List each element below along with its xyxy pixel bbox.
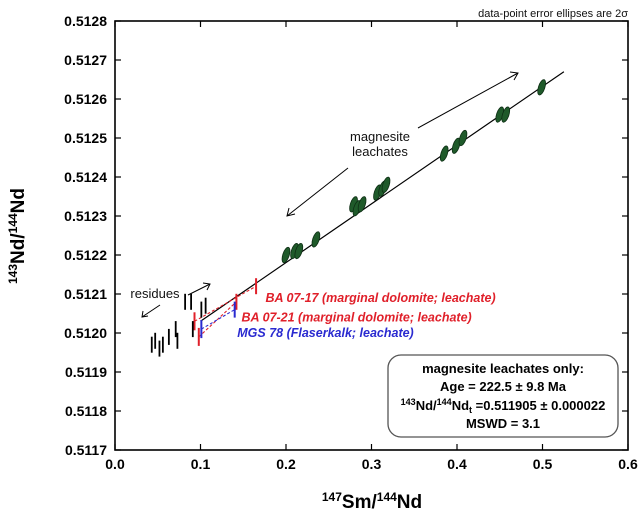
leachate-ellipse xyxy=(458,129,468,147)
leachate-ellipse xyxy=(537,79,546,96)
y-sup-144: 144 xyxy=(6,213,20,233)
leachate-ellipse xyxy=(294,243,304,260)
pair-tie-line xyxy=(201,309,235,330)
arrow-up-leachates xyxy=(417,72,519,129)
annotation-magnesite: magnesite xyxy=(350,129,410,144)
pair-tie-line xyxy=(194,285,257,322)
arrow-down-residues xyxy=(141,304,161,318)
sample-labels: BA 07-17 (marginal dolomite; leachate) BA… xyxy=(237,291,495,340)
y-tick-label: 0.5120 xyxy=(64,325,107,341)
sample-label: MGS 78 (Flaserkalk; leachate) xyxy=(237,326,413,340)
y-axis-title: 143Nd/144Nd xyxy=(6,188,29,284)
leachate-ellipse xyxy=(281,246,291,264)
arrowhead-down-residues xyxy=(141,310,149,318)
x-tick-label: 0.5 xyxy=(533,456,553,472)
isochron-result-box: magnesite leachates only: Age = 222.5 ± … xyxy=(387,354,619,438)
initial-sub-t: t xyxy=(469,405,472,415)
y-tick-label: 0.5128 xyxy=(64,13,107,29)
x-base-sm: Sm/ xyxy=(342,492,378,513)
sample-label: BA 07-17 (marginal dolomite; leachate) xyxy=(265,291,495,305)
arrowhead-up-leachates xyxy=(509,71,519,81)
y-sup-143: 143 xyxy=(6,264,20,284)
y-tick-label: 0.5122 xyxy=(64,247,107,263)
y-tick-label: 0.5125 xyxy=(64,130,107,146)
annotation-arrows xyxy=(141,71,519,318)
result-box-age: Age = 222.5 ± 9.8 Ma xyxy=(440,379,567,394)
arrowhead-up-residues xyxy=(202,282,211,291)
y-tick-label: 0.5127 xyxy=(64,52,107,68)
y-axis-ticks: 0.5117 0.5118 0.5119 0.5120 0.5121 0.5122 0.51… xyxy=(64,13,628,458)
x-tick-label: 0.2 xyxy=(276,456,296,472)
initial-sup-143: 143 xyxy=(401,397,416,407)
x-tick-label: 0.1 xyxy=(191,456,211,472)
x-tick-label: 0.4 xyxy=(447,456,467,472)
y-tick-label: 0.5118 xyxy=(65,403,107,419)
y-tick-label: 0.5117 xyxy=(65,442,107,458)
y-tick-label: 0.5124 xyxy=(64,169,107,185)
x-base-nd: Nd xyxy=(397,492,422,513)
magnesite-leachate-points xyxy=(281,79,546,264)
x-sup-144: 144 xyxy=(377,490,397,504)
result-box-mswd: MSWD = 3.1 xyxy=(466,416,540,431)
pair-tie-line xyxy=(198,301,237,338)
leachate-ellipse xyxy=(357,196,367,213)
initial-base: Nd xyxy=(452,398,469,413)
result-box-initial-ratio: 143Nd/144Ndt =0.511905 ± 0.000022 xyxy=(401,397,606,415)
initial-sup-144: 144 xyxy=(437,397,452,407)
y-base-nd2: Nd xyxy=(8,188,29,213)
y-tick-label: 0.5121 xyxy=(64,286,107,302)
error-ellipse-note: data-point error ellipses are 2σ xyxy=(478,8,628,20)
leachate-ellipse xyxy=(451,137,461,154)
result-box-frame xyxy=(387,354,619,438)
y-tick-label: 0.5119 xyxy=(65,364,107,380)
y-tick-label: 0.5123 xyxy=(64,208,107,224)
leachate-ellipse xyxy=(381,176,391,193)
sample-label: BA 07-21 (marginal dolomite; leachate) xyxy=(242,310,472,324)
arrow-down-leachates xyxy=(286,167,349,217)
arrowhead-down-leachates xyxy=(286,207,296,217)
residue-points xyxy=(150,293,207,357)
leachate-ellipse xyxy=(439,145,449,162)
leachate-ellipse xyxy=(311,231,321,248)
result-box-title: magnesite leachates only: xyxy=(422,361,584,376)
initial-mid: Nd/ xyxy=(416,398,437,413)
annotation-residues: residues xyxy=(130,286,180,301)
pair-tie-lines xyxy=(193,278,258,346)
x-sup-147: 147 xyxy=(322,490,342,504)
x-tick-label: 0.6 xyxy=(618,456,638,472)
annotation-leachates: leachates xyxy=(352,144,408,159)
y-tick-label: 0.5126 xyxy=(64,91,107,107)
initial-value: =0.511905 ± 0.000022 xyxy=(472,398,605,413)
y-base-nd: Nd/ xyxy=(8,233,29,264)
arrow-up-residues xyxy=(187,283,211,296)
x-axis-ticks: 0.0 0.1 0.2 0.3 0.4 0.5 0.6 xyxy=(105,21,638,472)
x-axis-title: 147Sm/144Nd xyxy=(322,490,422,513)
leachate-ellipse xyxy=(501,106,511,123)
x-tick-label: 0.0 xyxy=(105,456,125,472)
x-tick-label: 0.3 xyxy=(362,456,382,472)
